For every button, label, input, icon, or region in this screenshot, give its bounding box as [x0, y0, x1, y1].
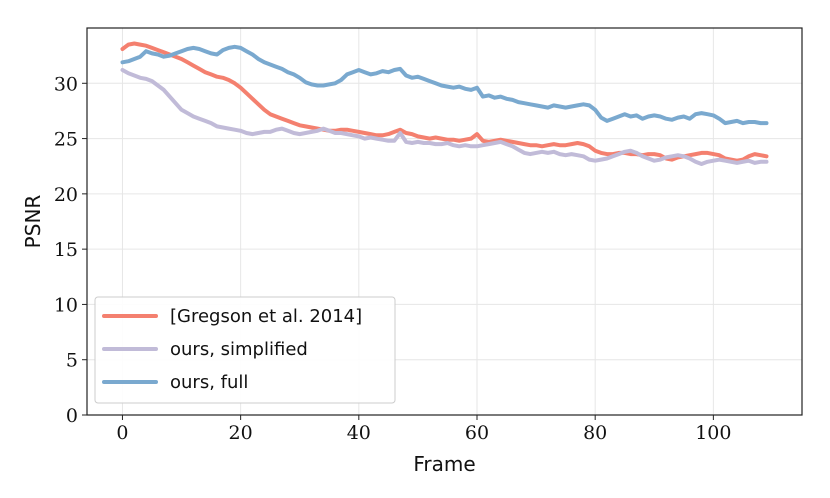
series-line-1	[120, 68, 769, 166]
series-line-0	[120, 41, 769, 163]
x-tick-label: 60	[465, 422, 489, 444]
grid	[87, 28, 802, 416]
x-tick-label: 40	[347, 422, 371, 444]
y-tick-label: 15	[54, 239, 78, 261]
y-tick-label: 30	[54, 73, 78, 95]
legend-box	[94, 296, 396, 404]
x-tick-label: 0	[116, 422, 128, 444]
x-tick-label: 20	[229, 422, 253, 444]
y-tick-label: 10	[54, 294, 78, 316]
y-tick-label: 25	[54, 129, 78, 151]
x-ticks: 0 20 40 60 80 100	[116, 415, 731, 444]
y-axis-title: PSNR	[21, 195, 45, 249]
y-tick-label: 0	[66, 405, 78, 427]
y-ticks: 0 5 10 15 20 25 30	[54, 73, 87, 427]
series-line-2	[120, 44, 769, 126]
plot-frame	[86, 27, 803, 416]
legend-label-2: ours, full	[170, 372, 248, 393]
y-tick-label: 20	[54, 184, 78, 206]
legend-label-0: [Gregson et al. 2014]	[170, 306, 362, 327]
legend: [Gregson et al. 2014] ours, simplified our…	[94, 296, 396, 404]
x-axis-title: Frame	[413, 452, 475, 476]
legend-label-1: ours, simplified	[170, 339, 308, 360]
x-tick-label: 80	[583, 422, 607, 444]
y-tick-label: 5	[66, 350, 78, 372]
series-lines	[120, 41, 769, 166]
x-tick-label: 100	[695, 422, 731, 444]
